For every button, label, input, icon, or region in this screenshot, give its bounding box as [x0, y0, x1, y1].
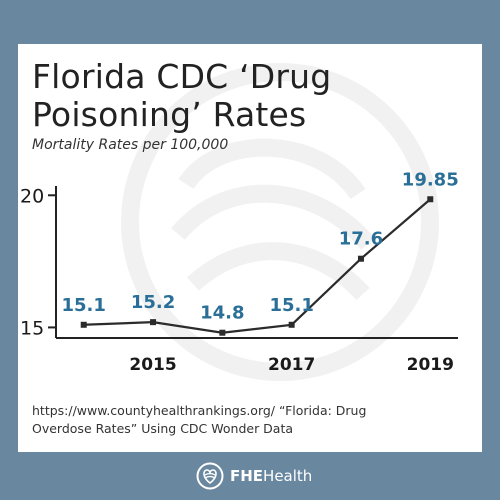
x-tick-label: 2017	[268, 355, 315, 375]
x-tick-label: 2015	[129, 355, 176, 375]
data-point	[80, 321, 87, 328]
chart-title-line-2: Poisoning’ Rates	[32, 95, 307, 134]
data-point	[427, 196, 434, 203]
chart-title-line-1: Florida CDC ‘Drug	[32, 57, 332, 96]
source-line-2: Overdose Rates” Using CDC Wonder Data	[32, 421, 294, 436]
logo-wordmark-rest: Health	[263, 467, 313, 485]
data-point	[288, 321, 295, 328]
data-value-label: 14.8	[200, 303, 244, 324]
footer-bar: FHEHealth	[0, 452, 500, 500]
logo-wordmark: FHEHealth	[230, 467, 312, 485]
chart-card: Florida CDC ‘Drug Poisoning’ Rates Morta…	[18, 44, 482, 452]
data-point	[219, 329, 226, 336]
chart-subtitle: Mortality Rates per 100,000	[32, 137, 229, 153]
data-point	[357, 255, 364, 262]
data-value-label: 15.1	[269, 295, 313, 316]
data-value-label: 15.1	[62, 295, 106, 316]
source-line-1: https://www.countyhealthrankings.org/ “F…	[32, 403, 367, 418]
heart-logo-icon	[196, 462, 224, 490]
y-tick-label: 20	[20, 185, 44, 207]
watermark-logo	[121, 63, 439, 381]
data-point	[150, 319, 157, 326]
data-value-label: 17.6	[339, 229, 383, 250]
source-citation: https://www.countyhealthrankings.org/ “F…	[32, 402, 472, 438]
fhehealth-logo: FHEHealth	[196, 462, 312, 490]
data-value-label: 19.85	[402, 169, 459, 190]
logo-wordmark-strong: FHE	[230, 467, 264, 485]
series-line	[83, 198, 431, 334]
data-value-label: 15.2	[131, 292, 175, 313]
line-chart: 15 20 2015 2017 2019 15.1 15.2 14.8 15.1 17.6 19.8…	[20, 169, 459, 375]
chart-title: Florida CDC ‘Drug Poisoning’ Rates	[32, 58, 331, 134]
x-tick-label: 2019	[407, 355, 454, 375]
y-tick-label: 15	[20, 317, 44, 339]
